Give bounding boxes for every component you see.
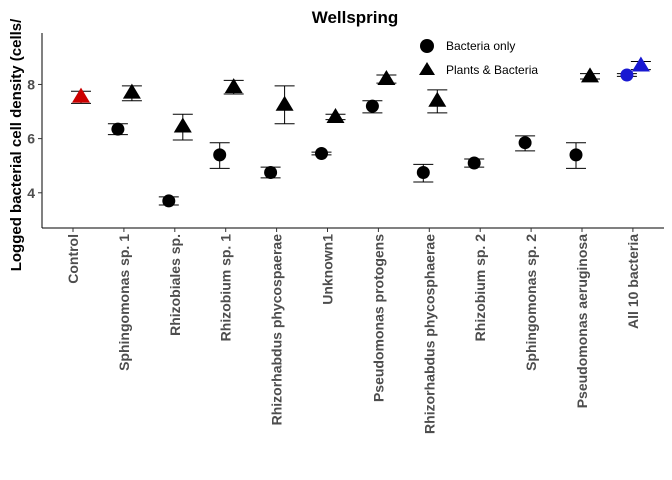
x-tick-label: Pseudomonas aeruginosa [574,234,590,408]
x-tick-label: Unknown1 [320,234,336,305]
point-plants-bacteria-rhizorhabdus-phycospaerae [275,95,294,111]
point-bacteria-only-sphingomonas-sp-2 [518,136,532,150]
point-bacteria-only-pseudomonas-aeruginosa [569,148,583,162]
point-plants-bacteria-rhizobium-sp-1 [224,78,243,94]
x-tick-label: Rhizobiales sp. [167,234,183,336]
point-bacteria-only-unknown1 [315,147,328,161]
point-bacteria-only-pseudomonas-protogens [365,99,379,113]
point-bacteria-only-rhizobiales-sp [162,194,176,208]
y-tick-label: 4 [27,185,35,201]
point-plants-bacteria-rhizobiales-sp [173,117,192,133]
data-points [72,56,650,208]
x-tick-label: Pseudomonas protogens [370,234,386,402]
x-tick-label: Rhizorhabdus phycospaerae [269,234,285,426]
error-bars [71,60,651,206]
point-plants-bacteria-sphingomonas-sp-1 [122,83,141,99]
point-bacteria-only-rhizorhabdus-phycosphaerae [416,165,430,179]
point-bacteria-only-rhizobium-sp-2 [467,156,481,170]
point-bacteria-only-rhizobium-sp-1 [213,148,227,162]
y-ticks: 4 6 8 [27,76,42,201]
x-tick-label: Control [65,234,81,284]
y-tick-label: 6 [27,131,35,147]
legend: Bacteria only Plants & Bacteria [419,39,538,77]
legend-label-bacteria-only: Bacteria only [446,39,515,53]
y-tick-label: 8 [27,76,35,92]
legend-triangle-icon [419,62,435,75]
legend-circle-icon [420,39,434,53]
point-plants-bacteria-pseudomonas-protogens [377,70,396,86]
x-tick-label: All 10 bacteria [625,234,641,329]
x-ticks: Control Sphingomonas sp. 1 Rhizobiales sp.… [65,228,641,434]
point-plants-bacteria-control [72,87,90,103]
x-tick-label: Sphingomonas sp. 2 [523,234,539,371]
point-bacteria-only-all-10-bacteria [620,68,634,82]
point-bacteria-only-sphingomonas-sp-1 [111,122,125,136]
legend-label-plants-bacteria: Plants & Bacteria [446,63,538,77]
point-plants-bacteria-rhizorhabdus-phycosphaerae [428,91,447,107]
axes [41,33,664,229]
x-tick-label: Rhizobium sp. 2 [472,234,488,342]
x-tick-label: Rhizorhabdus phycosphaerae [421,234,437,434]
point-plants-bacteria-all-10-bacteria [631,56,650,72]
chart-title: Wellspring [312,8,399,27]
x-tick-label: Sphingomonas sp. 1 [116,234,132,371]
y-axis-label: Logged bacterial cell density (cells/ [8,18,25,271]
point-plants-bacteria-pseudomonas-aeruginosa [581,67,599,83]
x-tick-label: Rhizobium sp. 1 [218,234,234,342]
point-plants-bacteria-unknown1 [326,107,345,123]
point-bacteria-only-rhizorhabdus-phycospaerae [264,165,278,179]
